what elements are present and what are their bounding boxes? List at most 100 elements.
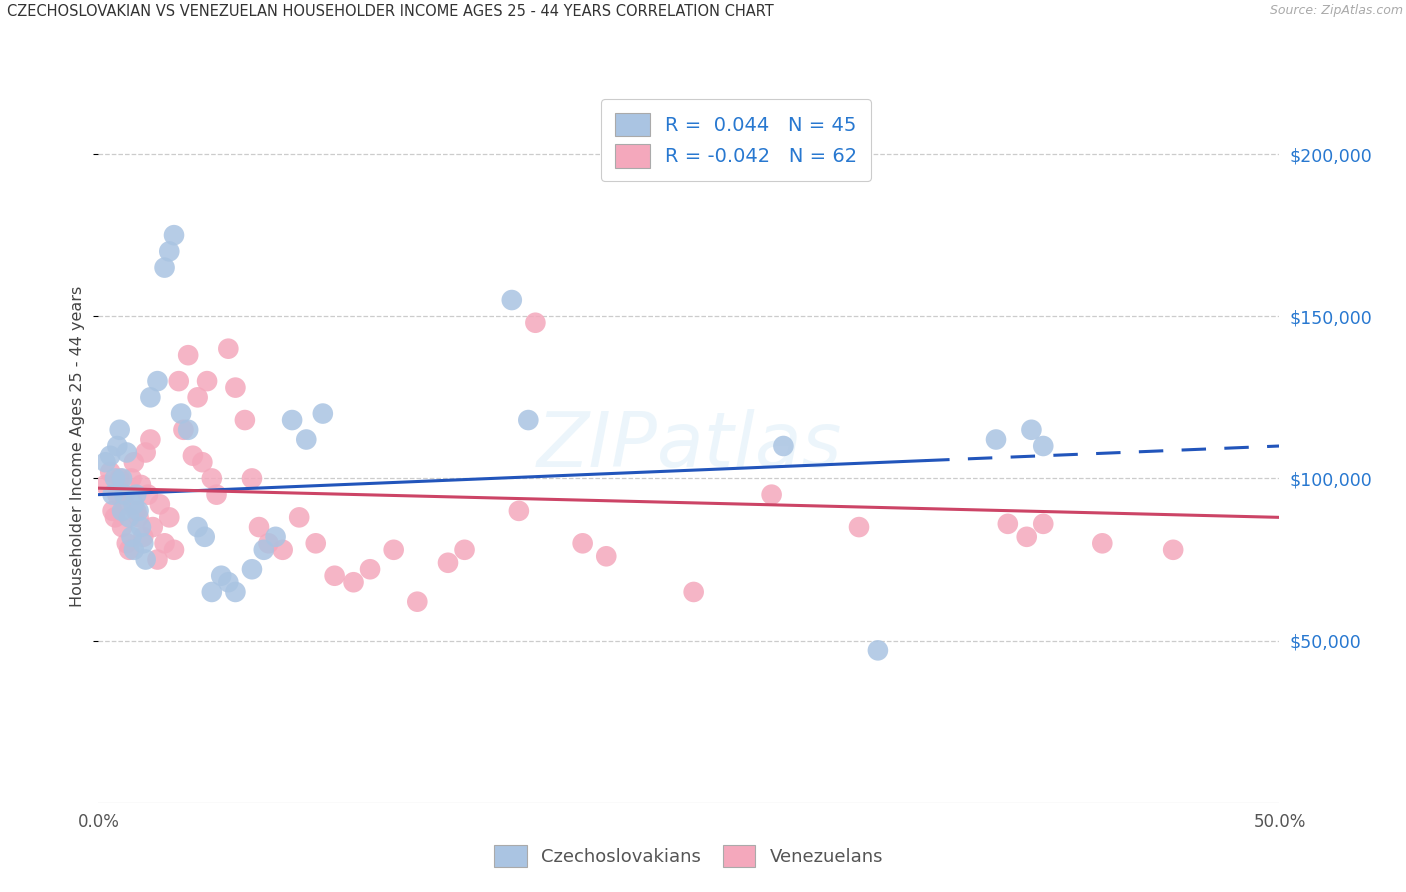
Point [437,556,460,570]
Point [108,423,131,437]
Point [105,439,128,453]
Point [501,293,523,307]
Point [240,562,263,576]
Point [984,433,1007,447]
Point [224,585,246,599]
Point [205,488,228,502]
Point [187,390,209,404]
Point [146,374,169,388]
Point [104,510,127,524]
Point [139,433,162,447]
Point [122,497,145,511]
Point [312,407,335,421]
Point [132,536,155,550]
Point [508,504,530,518]
Point [257,536,280,550]
Point [201,471,224,485]
Point [129,520,152,534]
Point [517,413,540,427]
Point [98,449,121,463]
Point [453,542,475,557]
Point [153,536,176,550]
Point [281,413,304,427]
Point [129,478,152,492]
Text: ZIPatlas: ZIPatlas [536,409,842,483]
Point [128,504,150,518]
Point [997,516,1019,531]
Text: CZECHOSLOVAKIAN VS VENEZUELAN HOUSEHOLDER INCOME AGES 25 - 44 YEARS CORRELATION : CZECHOSLOVAKIAN VS VENEZUELAN HOUSEHOLDE… [7,4,773,20]
Point [240,471,263,485]
Point [157,510,180,524]
Point [125,504,148,518]
Point [128,510,150,524]
Point [177,423,200,437]
Point [163,542,186,557]
Point [163,228,186,243]
Point [142,520,165,534]
Point [187,520,209,534]
Point [121,471,143,485]
Point [108,471,131,485]
Point [118,510,141,524]
Point [157,244,180,259]
Point [406,595,429,609]
Y-axis label: Householder Income Ages 25 - 44 years: Householder Income Ages 25 - 44 years [70,285,86,607]
Point [264,530,287,544]
Point [217,575,239,590]
Point [1015,530,1038,544]
Point [146,552,169,566]
Point [101,504,124,518]
Point [149,497,172,511]
Point [288,510,311,524]
Point [382,542,405,557]
Point [111,504,134,518]
Text: Source: ZipAtlas.com: Source: ZipAtlas.com [1270,4,1403,18]
Point [595,549,617,564]
Point [94,478,117,492]
Point [115,536,138,550]
Point [105,488,128,502]
Point [112,488,135,502]
Point [848,520,870,534]
Point [1091,536,1114,550]
Point [135,552,157,566]
Point [1021,423,1043,437]
Point [132,530,155,544]
Point [209,568,232,582]
Point [111,520,134,534]
Point [139,390,162,404]
Point [233,413,256,427]
Point [94,455,117,469]
Point [1032,516,1054,531]
Point [761,488,783,502]
Point [342,575,364,590]
Point [121,530,143,544]
Point [217,342,239,356]
Point [224,381,246,395]
Point [122,455,145,469]
Point [201,585,224,599]
Point [271,542,294,557]
Point [682,585,704,599]
Point [524,316,547,330]
Point [118,542,141,557]
Point [125,488,148,502]
Point [253,542,276,557]
Point [247,520,270,534]
Point [122,542,145,557]
Point [194,530,217,544]
Point [101,488,124,502]
Point [104,471,127,485]
Point [167,374,190,388]
Point [170,407,193,421]
Point [359,562,381,576]
Point [115,445,138,459]
Point [191,455,214,469]
Point [181,449,204,463]
Point [1161,542,1184,557]
Point [323,568,346,582]
Point [172,423,194,437]
Point [135,445,157,459]
Point [195,374,218,388]
Point [1032,439,1054,453]
